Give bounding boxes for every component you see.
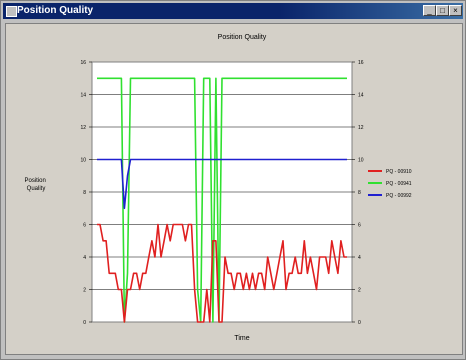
legend-label: PQ - 00941 (386, 181, 412, 187)
y-tick-label-left: 0 (83, 320, 86, 326)
minimize-icon[interactable]: _ (423, 5, 436, 16)
y-tick-label-right: 0 (358, 320, 361, 326)
app-icon (6, 6, 17, 17)
position-quality-chart: Position Quality 0 2 4 6 8 10 12 14 16 0 2 4 6 8 10 12… (24, 34, 412, 342)
y-tick-label-right: 14 (358, 93, 364, 99)
y-tick-label-right: 4 (358, 255, 361, 261)
y-axis-left: 0 2 4 6 8 10 12 14 16 (80, 60, 92, 326)
chart-title: Position Quality (218, 34, 267, 41)
y-tick-label-left: 10 (80, 158, 86, 164)
y-tick-label-left: 6 (83, 223, 86, 229)
series-line-pq-00992 (97, 158, 347, 210)
y-tick-label-right: 10 (358, 158, 364, 164)
y-tick-label-right: 16 (358, 60, 364, 66)
y-tick-label-right: 12 (358, 125, 364, 131)
y-tick-label-left: 16 (80, 60, 86, 66)
title-bar[interactable]: Position Quality _ □ × (3, 3, 463, 19)
x-axis-label: Time (234, 335, 249, 342)
legend: PQ - 00910 PQ - 00941 PQ - 00992 (368, 169, 412, 199)
series-line-pq-00941 (97, 77, 347, 323)
y-axis-label: Position Quality (24, 178, 47, 192)
y-tick-label-right: 2 (358, 288, 361, 294)
legend-label: PQ - 00910 (386, 169, 412, 175)
y-tick-label-right: 8 (358, 190, 361, 196)
y-tick-label-left: 8 (83, 190, 86, 196)
legend-label: PQ - 00992 (386, 193, 412, 199)
y-tick-label-left: 4 (83, 255, 86, 261)
y-tick-label-left: 12 (80, 125, 86, 131)
window-title: Position Quality (17, 5, 94, 16)
close-icon[interactable]: × (449, 5, 462, 16)
series-line-pq-00910 (97, 223, 347, 323)
maximize-icon[interactable]: □ (436, 5, 449, 16)
series-layer (97, 77, 347, 323)
y-tick-label-right: 6 (358, 223, 361, 229)
y-tick-label-left: 14 (80, 93, 86, 99)
chart-frame: Position Quality 0 2 4 6 8 10 12 14 16 0 2 4 6 8 10 12… (5, 23, 463, 355)
y-axis-right: 0 2 4 6 8 10 12 14 16 (352, 60, 364, 326)
y-tick-label-left: 2 (83, 288, 86, 294)
